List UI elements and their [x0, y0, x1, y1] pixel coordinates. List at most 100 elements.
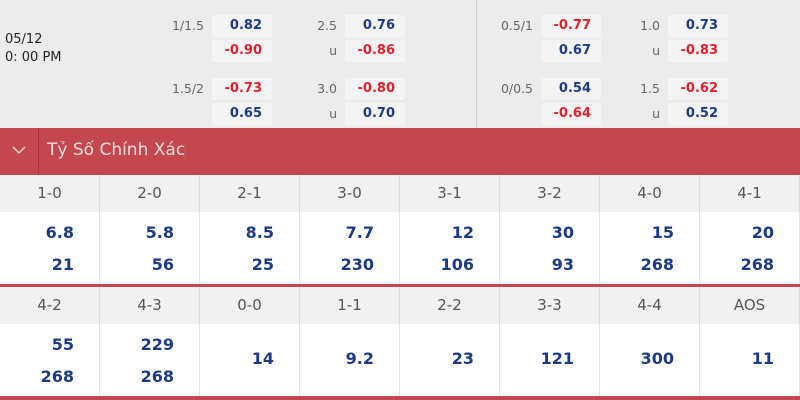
total-line: 3.0	[317, 81, 337, 96]
score-label: 3-1	[400, 175, 500, 212]
under-label: u	[329, 106, 337, 121]
score-label: 4-4	[600, 287, 700, 324]
score-odds-row: 6.8 21 5.8 56 8.5 25 7.7 230 12 106 30 93 15 268 20 268	[0, 212, 800, 284]
score-cell: 23	[400, 324, 500, 396]
score-odds-value[interactable]: 21	[51, 255, 74, 274]
score-label: 3-3	[500, 287, 600, 324]
score-odds-value[interactable]: 5.8	[145, 223, 174, 242]
divider	[476, 0, 477, 128]
under-label: u	[652, 106, 660, 121]
under-odds[interactable]: 0.52	[668, 103, 728, 125]
total-line: 1.5	[640, 81, 660, 96]
score-odds-value[interactable]: 9.2	[345, 349, 374, 368]
score-odds-row: 55 268 229 268 14 9.2 23 121 300 11	[0, 324, 800, 396]
score-header-row: 4-2 4-3 0-0 1-1 2-2 3-3 4-4 AOS	[0, 287, 800, 324]
score-odds-value[interactable]: 93	[551, 255, 574, 274]
score-odds-value[interactable]: 12	[451, 223, 474, 242]
score-cell: 12 106	[400, 212, 500, 284]
score-cell: 20 268	[700, 212, 800, 284]
under-odds[interactable]: -0.83	[668, 40, 728, 62]
score-odds-value[interactable]: 20	[751, 223, 774, 242]
divider	[0, 284, 800, 287]
handicap-line: 0/0.5	[500, 81, 533, 96]
score-label: 4-3	[100, 287, 200, 324]
score-label: 4-2	[0, 287, 100, 324]
score-odds-value[interactable]: 14	[251, 349, 274, 368]
under-label: u	[329, 43, 337, 58]
handicap-line: 0.5/1	[500, 18, 533, 33]
odds-panel: 05/12 0: 00 PM 1/1.5 0.82 -0.90 2.5 0.76 u -0.…	[0, 0, 800, 128]
score-odds-value[interactable]: 268	[740, 255, 774, 274]
score-label: 2-1	[200, 175, 300, 212]
score-odds-value[interactable]: 300	[640, 349, 674, 368]
over-odds[interactable]: -0.62	[668, 78, 728, 100]
total-line: 1.0	[640, 18, 660, 33]
over-odds[interactable]: -0.80	[345, 78, 405, 100]
score-odds-value[interactable]: 30	[551, 223, 574, 242]
score-cell: 15 268	[600, 212, 700, 284]
score-odds-value[interactable]: 8.5	[245, 223, 274, 242]
score-cell: 6.8 21	[0, 212, 100, 284]
score-label: 1-1	[300, 287, 400, 324]
score-cell: 55 268	[0, 324, 100, 396]
score-label: 2-0	[100, 175, 200, 212]
away-odds[interactable]: 0.67	[541, 40, 601, 62]
score-grid-1: 1-0 2-0 2-1 3-0 3-1 3-2 4-0 4-1 6.8 21 5.8 56 8.5 25 7…	[0, 175, 800, 284]
score-odds-value[interactable]: 268	[640, 255, 674, 274]
home-odds[interactable]: 0.82	[212, 15, 272, 37]
score-odds-value[interactable]: 268	[40, 367, 74, 386]
score-cell: 8.5 25	[200, 212, 300, 284]
score-odds-value[interactable]: 106	[440, 255, 474, 274]
handicap-line: 1/1.5	[171, 18, 204, 33]
score-odds-value[interactable]: 268	[140, 367, 174, 386]
score-odds-value[interactable]: 11	[751, 349, 774, 368]
score-label: 4-1	[700, 175, 800, 212]
score-header-row: 1-0 2-0 2-1 3-0 3-1 3-2 4-0 4-1	[0, 175, 800, 212]
score-label: 3-2	[500, 175, 600, 212]
chevron-down-icon[interactable]	[0, 128, 39, 175]
away-odds[interactable]: -0.90	[212, 40, 272, 62]
score-grid-2: 4-2 4-3 0-0 1-1 2-2 3-3 4-4 AOS 55 268 229 268 14 9.2…	[0, 287, 800, 396]
score-cell: 5.8 56	[100, 212, 200, 284]
score-odds-value[interactable]: 121	[540, 349, 574, 368]
away-odds[interactable]: -0.64	[541, 103, 601, 125]
score-cell: 229 268	[100, 324, 200, 396]
match-time: 0: 00 PM	[5, 50, 62, 65]
total-line: 2.5	[317, 18, 337, 33]
score-label: 4-0	[600, 175, 700, 212]
under-odds[interactable]: 0.70	[345, 103, 405, 125]
score-odds-value[interactable]: 6.8	[45, 223, 74, 242]
under-label: u	[652, 43, 660, 58]
score-odds-value[interactable]: 25	[251, 255, 274, 274]
score-cell: 14	[200, 324, 300, 396]
over-odds[interactable]: 0.73	[668, 15, 728, 37]
score-label: 0-0	[200, 287, 300, 324]
home-odds[interactable]: -0.73	[212, 78, 272, 100]
over-odds[interactable]: 0.76	[345, 15, 405, 37]
score-odds-value[interactable]: 23	[451, 349, 474, 368]
score-cell: 30 93	[500, 212, 600, 284]
score-label: AOS	[700, 287, 800, 324]
score-odds-value[interactable]: 15	[651, 223, 674, 242]
score-odds-value[interactable]: 230	[340, 255, 374, 274]
score-odds-value[interactable]: 7.7	[345, 223, 374, 242]
score-cell: 11	[700, 324, 800, 396]
score-odds-value[interactable]: 229	[140, 335, 174, 354]
score-label: 2-2	[400, 287, 500, 324]
section-title: Tỷ Số Chính Xác	[47, 140, 186, 160]
handicap-line: 1.5/2	[171, 81, 204, 96]
score-odds-value[interactable]: 55	[51, 335, 74, 354]
home-odds[interactable]: 0.54	[541, 78, 601, 100]
score-cell: 300	[600, 324, 700, 396]
under-odds[interactable]: -0.86	[345, 40, 405, 62]
home-odds[interactable]: -0.77	[541, 15, 601, 37]
score-cell: 9.2	[300, 324, 400, 396]
away-odds[interactable]: 0.65	[212, 103, 272, 125]
match-datetime: 05/12 0: 00 PM	[5, 31, 62, 67]
score-label: 1-0	[0, 175, 100, 212]
match-date: 05/12	[5, 32, 43, 47]
score-odds-value[interactable]: 56	[151, 255, 174, 274]
score-label: 3-0	[300, 175, 400, 212]
section-header-correct-score[interactable]: Tỷ Số Chính Xác	[0, 128, 800, 175]
score-cell: 7.7 230	[300, 212, 400, 284]
